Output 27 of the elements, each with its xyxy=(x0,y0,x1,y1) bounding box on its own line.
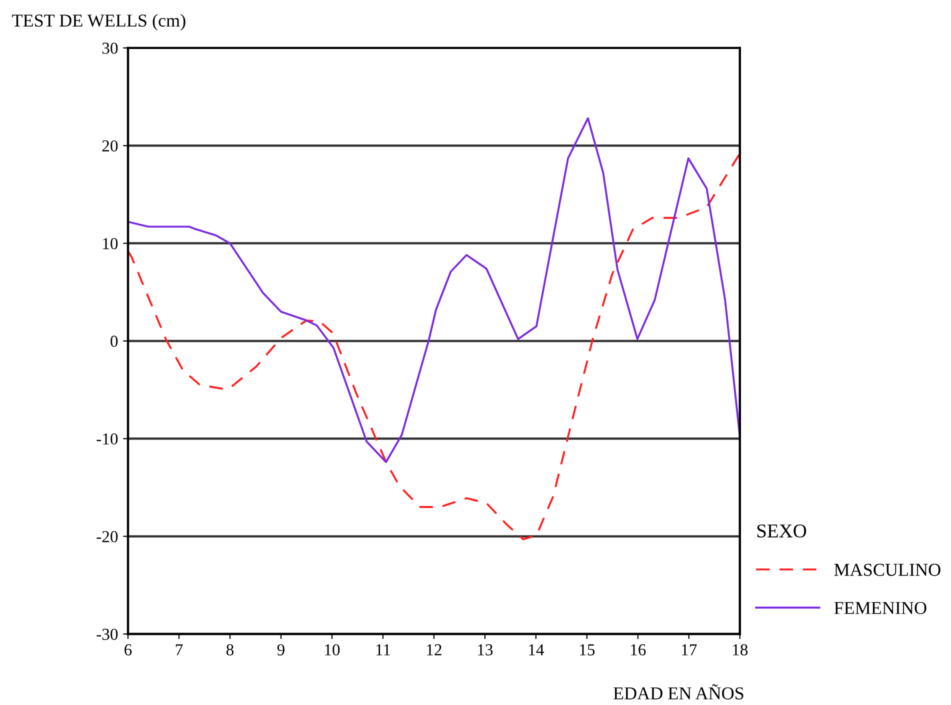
y-tick-label: 0 xyxy=(110,336,118,347)
y-tick-label: 30 xyxy=(102,42,118,54)
y-tick-label: 10 xyxy=(103,238,118,250)
line-series xyxy=(128,117,740,464)
y-axis-title: TEST DE WELLS (cm) xyxy=(12,14,186,30)
x-tick-label: 16 xyxy=(631,644,646,656)
x-tick-label: 12 xyxy=(427,644,442,656)
x-tick-label: 11 xyxy=(376,644,390,656)
x-tick-label: 8 xyxy=(226,644,234,656)
y-tick-label: 20 xyxy=(102,140,118,152)
x-tick-label: 13 xyxy=(478,644,493,656)
x-tick-label: 9 xyxy=(277,644,284,656)
x-tick-label: 15 xyxy=(580,644,595,656)
y-tick-label: -10 xyxy=(96,433,118,445)
x-tick-label: 18 xyxy=(733,644,748,656)
legend-title: SEXO xyxy=(757,524,806,538)
x-axis-title: EDAD EN AÑOS xyxy=(614,684,744,700)
x-tick-label: 17 xyxy=(682,644,697,656)
x-tick-label: 10 xyxy=(325,644,340,656)
x-tick-label: 7 xyxy=(176,644,183,656)
legend-label: FEMENINO xyxy=(834,602,926,614)
line-series xyxy=(128,152,740,540)
y-tick-label: -30 xyxy=(96,628,118,640)
x-tick-label: 6 xyxy=(124,644,132,656)
y-tick-label: -20 xyxy=(96,531,118,542)
x-tick-label: 14 xyxy=(529,644,544,656)
legend-label: MASCULINO xyxy=(834,564,940,576)
